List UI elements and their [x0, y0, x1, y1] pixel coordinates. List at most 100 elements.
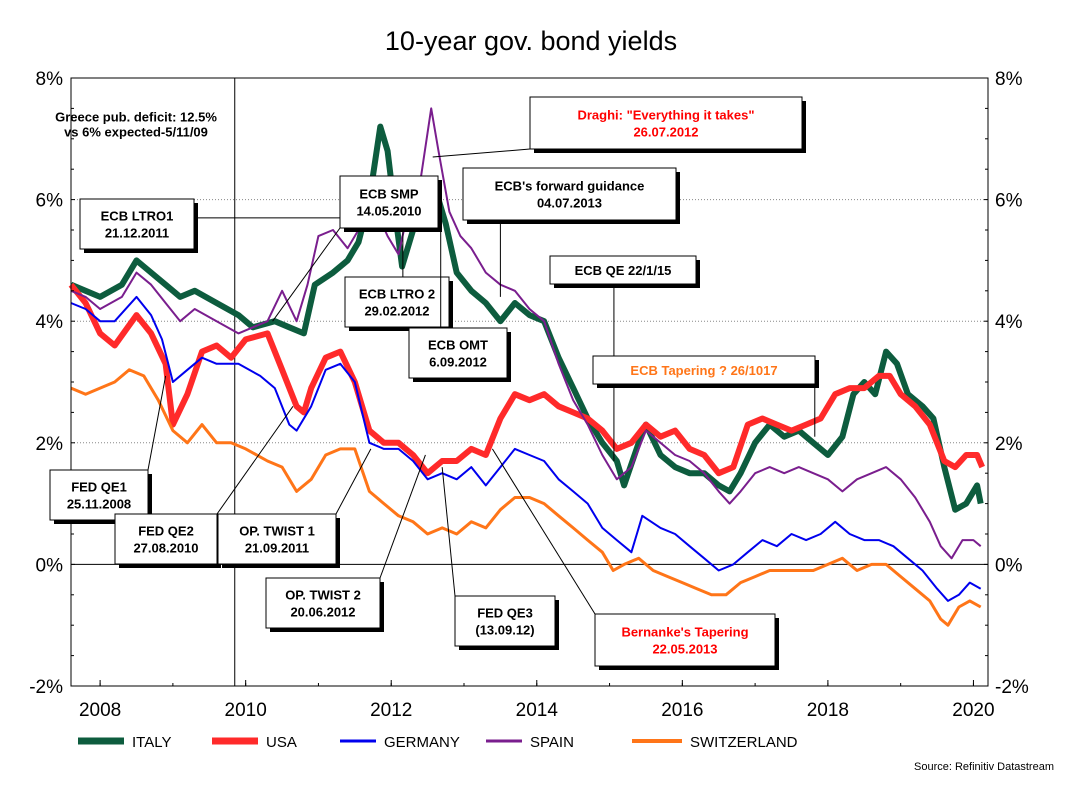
annotation-text: ECB Tapering ? 26/1017	[630, 363, 777, 378]
annotation-box	[462, 167, 677, 221]
x-tick-label: 2016	[661, 700, 703, 721]
legend-label: ITALY	[132, 734, 171, 751]
annotation-text: 14.05.2010	[356, 204, 421, 219]
annotation-text: Greece pub. deficit: 12.5%	[55, 110, 217, 125]
annotation-text: OP. TWIST 2	[285, 588, 361, 603]
annotation-box	[344, 276, 450, 328]
y-tick-right: 4%	[995, 312, 1023, 333]
annotation-draghi: Draghi: "Everything it takes" 26.07.2012	[432, 96, 806, 158]
annotation-greece: Greece pub. deficit: 12.5%vs 6% expected…	[55, 110, 217, 140]
y-tick-left: -2%	[29, 677, 63, 698]
annotation-text: 22.05.2013	[652, 642, 717, 657]
legend-item-italy: ITALY	[78, 734, 171, 751]
annotation-text: 27.08.2010	[133, 540, 198, 555]
annotation-op-twist1: OP. TWIST 121.09.2011	[217, 448, 372, 568]
series-line-germany	[70, 295, 982, 602]
y-tick-left: 6%	[36, 191, 64, 212]
annotation-text: ECB LTRO 2	[359, 287, 435, 302]
y-axis-ticks: -2% -2% 0% 0% 2% 2% 4% 4% 6% 6% 8% 8%	[29, 69, 1029, 698]
series-line-usa	[68, 282, 985, 477]
legend-item-germany: GERMANY	[340, 734, 460, 751]
annotation-box	[265, 577, 381, 629]
annotation-leader	[441, 467, 456, 597]
source-note: Source: Refinitiv Datastream	[914, 761, 1054, 773]
annotation-leader	[335, 448, 372, 515]
series-lines	[68, 107, 985, 627]
annotation-text: FED QE1	[71, 480, 127, 495]
annotation-leader	[432, 148, 531, 158]
annotation-leader	[272, 227, 341, 322]
annotation-text: 20.06.2012	[290, 604, 355, 619]
annotation-text: ECB QE 22/1/15	[575, 263, 672, 278]
annotation-text: 26.07.2012	[633, 125, 698, 140]
annotation-box	[549, 255, 697, 285]
annotation-ecb-forward: ECB's forward guidance 04.07.2013	[462, 167, 680, 297]
y-tick-left: 4%	[36, 312, 64, 333]
annotation-text: 21.09.2011	[245, 540, 309, 555]
annotation-text: 04.07.2013	[537, 196, 602, 211]
annotation-box	[49, 469, 149, 521]
annotation-leader	[147, 375, 167, 471]
legend-label: GERMANY	[384, 734, 460, 751]
legend: ITALY USA GERMANY SPAIN SWITZERLAND	[78, 734, 798, 751]
annotation-bernanke: Bernanke's Tapering 22.05.2013	[491, 448, 779, 670]
series-line-spain	[70, 107, 982, 560]
annotation-box	[408, 327, 508, 379]
annotation-text: 21.12.2011	[105, 225, 169, 240]
x-tick-label: 2020	[952, 700, 994, 721]
annotation-box	[339, 175, 439, 229]
annotation-ecb-ltro2: ECB LTRO 229.02.2012	[344, 230, 453, 331]
annotation-ecb-qe: ECB QE 22/1/15	[549, 255, 700, 462]
legend-item-switzerland: SWITZERLAND	[632, 734, 798, 751]
legend-label: USA	[266, 734, 297, 751]
annotation-fed-qe3: FED QE3(13.09.12)	[441, 467, 559, 650]
annotation-text: 6.09.2012	[429, 354, 487, 369]
y-tick-left: 8%	[36, 69, 64, 90]
annotation-text: (13.09.12)	[475, 622, 534, 637]
y-tick-left: 2%	[36, 434, 64, 455]
legend-label: SPAIN	[530, 734, 574, 751]
y-tick-right: -2%	[995, 677, 1029, 698]
y-tick-right: 2%	[995, 434, 1023, 455]
annotation-op-twist2: OP. TWIST 220.06.2012	[265, 454, 426, 632]
x-tick-label: 2018	[807, 700, 849, 721]
annotation-text: 29.02.2012	[364, 303, 429, 318]
annotation-text: FED QE2	[138, 524, 194, 539]
chart-title: 10-year gov. bond yields	[385, 26, 677, 56]
annotation-box	[114, 513, 218, 565]
annotation-text: 25.11.2008	[67, 496, 131, 511]
annotation-text: ECB's forward guidance	[495, 178, 645, 193]
annotation-leader	[491, 448, 596, 615]
annotation-box	[594, 613, 776, 667]
annotation-ecb-smp: ECB SMP 14.05.2010	[272, 175, 442, 322]
annotation-box	[79, 198, 195, 250]
annotations: Greece pub. deficit: 12.5%vs 6% expected…	[49, 96, 819, 670]
x-tick-label: 2014	[516, 700, 559, 721]
x-tick-label: 2008	[79, 700, 121, 721]
annotation-leader	[379, 454, 426, 579]
annotation-text: Bernanke's Tapering	[621, 624, 748, 639]
annotation-box	[454, 595, 556, 647]
annotation-ecb-tapering: ECB Tapering ? 26/1017	[592, 355, 819, 437]
x-tick-label: 2012	[370, 700, 412, 721]
annotation-leader	[216, 406, 294, 515]
y-tick-right: 8%	[995, 69, 1023, 90]
series-line-switzerland	[70, 368, 982, 627]
annotation-text: ECB LTRO1	[101, 209, 174, 224]
annotation-box	[529, 96, 803, 150]
x-axis-ticks: 2008 2010 2012 2014 2016 2018 2020	[79, 680, 995, 721]
y-tick-right: 0%	[995, 555, 1023, 576]
legend-label: SWITZERLAND	[690, 734, 798, 751]
legend-item-usa: USA	[212, 734, 297, 751]
y-tick-right: 6%	[995, 191, 1023, 212]
annotation-text: OP. TWIST 1	[239, 524, 315, 539]
annotation-box	[592, 355, 816, 385]
annotation-text: FED QE3	[477, 606, 533, 621]
annotation-box	[217, 513, 337, 565]
annotation-text: Draghi: "Everything it takes"	[577, 107, 754, 122]
